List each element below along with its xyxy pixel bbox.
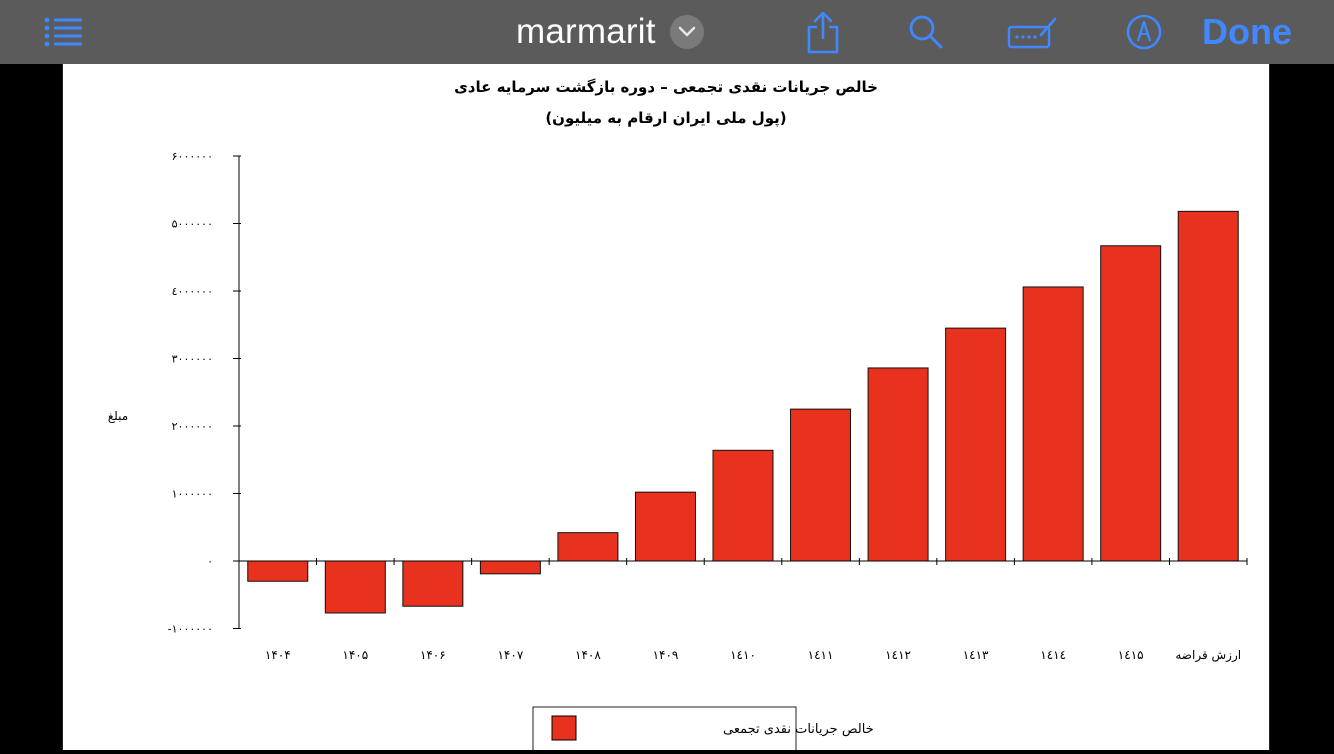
x-axis-tick-labels: ۱۴۰۴ ۱۴۰۵ ۱۴۰۶ ۱۴۰۷ ۱۴۰۸ ۱۴۰۹ ۱٤۱۰ ۱٤۱۱ ۱٤۱۲ ۱٤۱۳… [265, 648, 1241, 663]
x-tick-label: ۱٤۱۳ [963, 648, 989, 662]
document-title-group[interactable]: marmarit [516, 10, 704, 54]
x-tick-label: ۱٤۱۲ [885, 648, 911, 662]
share-icon[interactable] [803, 10, 843, 54]
bar [634, 491, 696, 562]
pdf-viewer-toolbar: marmarit Done [0, 0, 1334, 64]
y-axis: -۱۰۰۰۰۰۰ ۰ ۱۰۰۰۰۰۰ ۲۰۰۰۰۰۰ ۳۰۰۰۰۰۰ ٤۰۰۰۰۰۰ ۵۰۰… [168, 150, 241, 636]
document-title[interactable]: marmarit [516, 12, 656, 51]
bar [945, 327, 1007, 562]
bar [1177, 210, 1239, 562]
x-tick-label: ۱٤۱۱ [808, 648, 834, 662]
legend-swatch [551, 715, 577, 741]
x-tick-label: ۱۴۰۷ [497, 648, 523, 662]
markup-pen-icon[interactable] [1124, 10, 1164, 54]
y-axis-label: مبلغ [108, 409, 128, 423]
pdf-page: خالص جریانات نقدی تجمعی – دوره بازگشت سر… [62, 64, 1270, 753]
bars-group [247, 210, 1239, 614]
y-tick-label: ۰ [207, 555, 213, 568]
x-tick-label: ۱۴۰۹ [653, 648, 679, 662]
y-tick-label: ۳۰۰۰۰۰۰ [172, 353, 213, 366]
y-tick-label: ۵۰۰۰۰۰۰ [172, 218, 213, 231]
legend: خالص جریانات نقدی تجمعی [532, 706, 874, 753]
y-tick-label: -۱۰۰۰۰۰۰ [168, 623, 213, 636]
x-tick-label: ۱۴۰۶ [420, 648, 446, 662]
x-tick-label: ۱٤۱٤ [1040, 648, 1066, 662]
bar [867, 367, 929, 562]
x-tick-label: ۱۴۰۴ [265, 648, 291, 662]
search-icon[interactable] [906, 10, 946, 54]
bar [557, 532, 619, 562]
x-tick-label: ۱۴۰۸ [575, 648, 601, 662]
chart-subtitle: (پول ملی ایران ارقام به میلیون) [545, 109, 786, 128]
y-tick-label: ۶۰۰۰۰۰۰ [172, 150, 213, 163]
list-icon[interactable] [44, 10, 84, 54]
chevron-down-icon[interactable] [669, 15, 704, 49]
bar [712, 449, 774, 562]
cash-flow-bar-chart: خالص جریانات نقدی تجمعی – دوره بازگشت سر… [108, 78, 1248, 753]
bar [247, 560, 309, 582]
y-tick-label: ۱۰۰۰۰۰۰ [172, 488, 213, 501]
x-axis [233, 558, 1248, 565]
bar [324, 560, 386, 614]
bar [479, 560, 541, 575]
bar [1022, 286, 1084, 562]
done-button[interactable]: Done [1202, 11, 1292, 52]
y-tick-label: ٤۰۰۰۰۰۰ [172, 285, 213, 298]
x-tick-label: ارزش قراضه [1175, 648, 1241, 663]
bar [790, 408, 852, 562]
legend-box [532, 706, 797, 753]
bar [402, 560, 464, 607]
x-tick-label: ۱۴۰۵ [342, 648, 368, 662]
x-tick-label: ۱٤۱۵ [1118, 648, 1144, 662]
legend-label: خالص جریانات نقدی تجمعی [723, 722, 874, 737]
keyboard-edit-icon[interactable] [1007, 10, 1059, 54]
chart-title: خالص جریانات نقدی تجمعی – دوره بازگشت سر… [454, 78, 878, 96]
x-tick-label: ۱٤۱۰ [730, 648, 756, 662]
y-tick-label: ۲۰۰۰۰۰۰ [172, 420, 213, 433]
bar [1100, 245, 1162, 562]
